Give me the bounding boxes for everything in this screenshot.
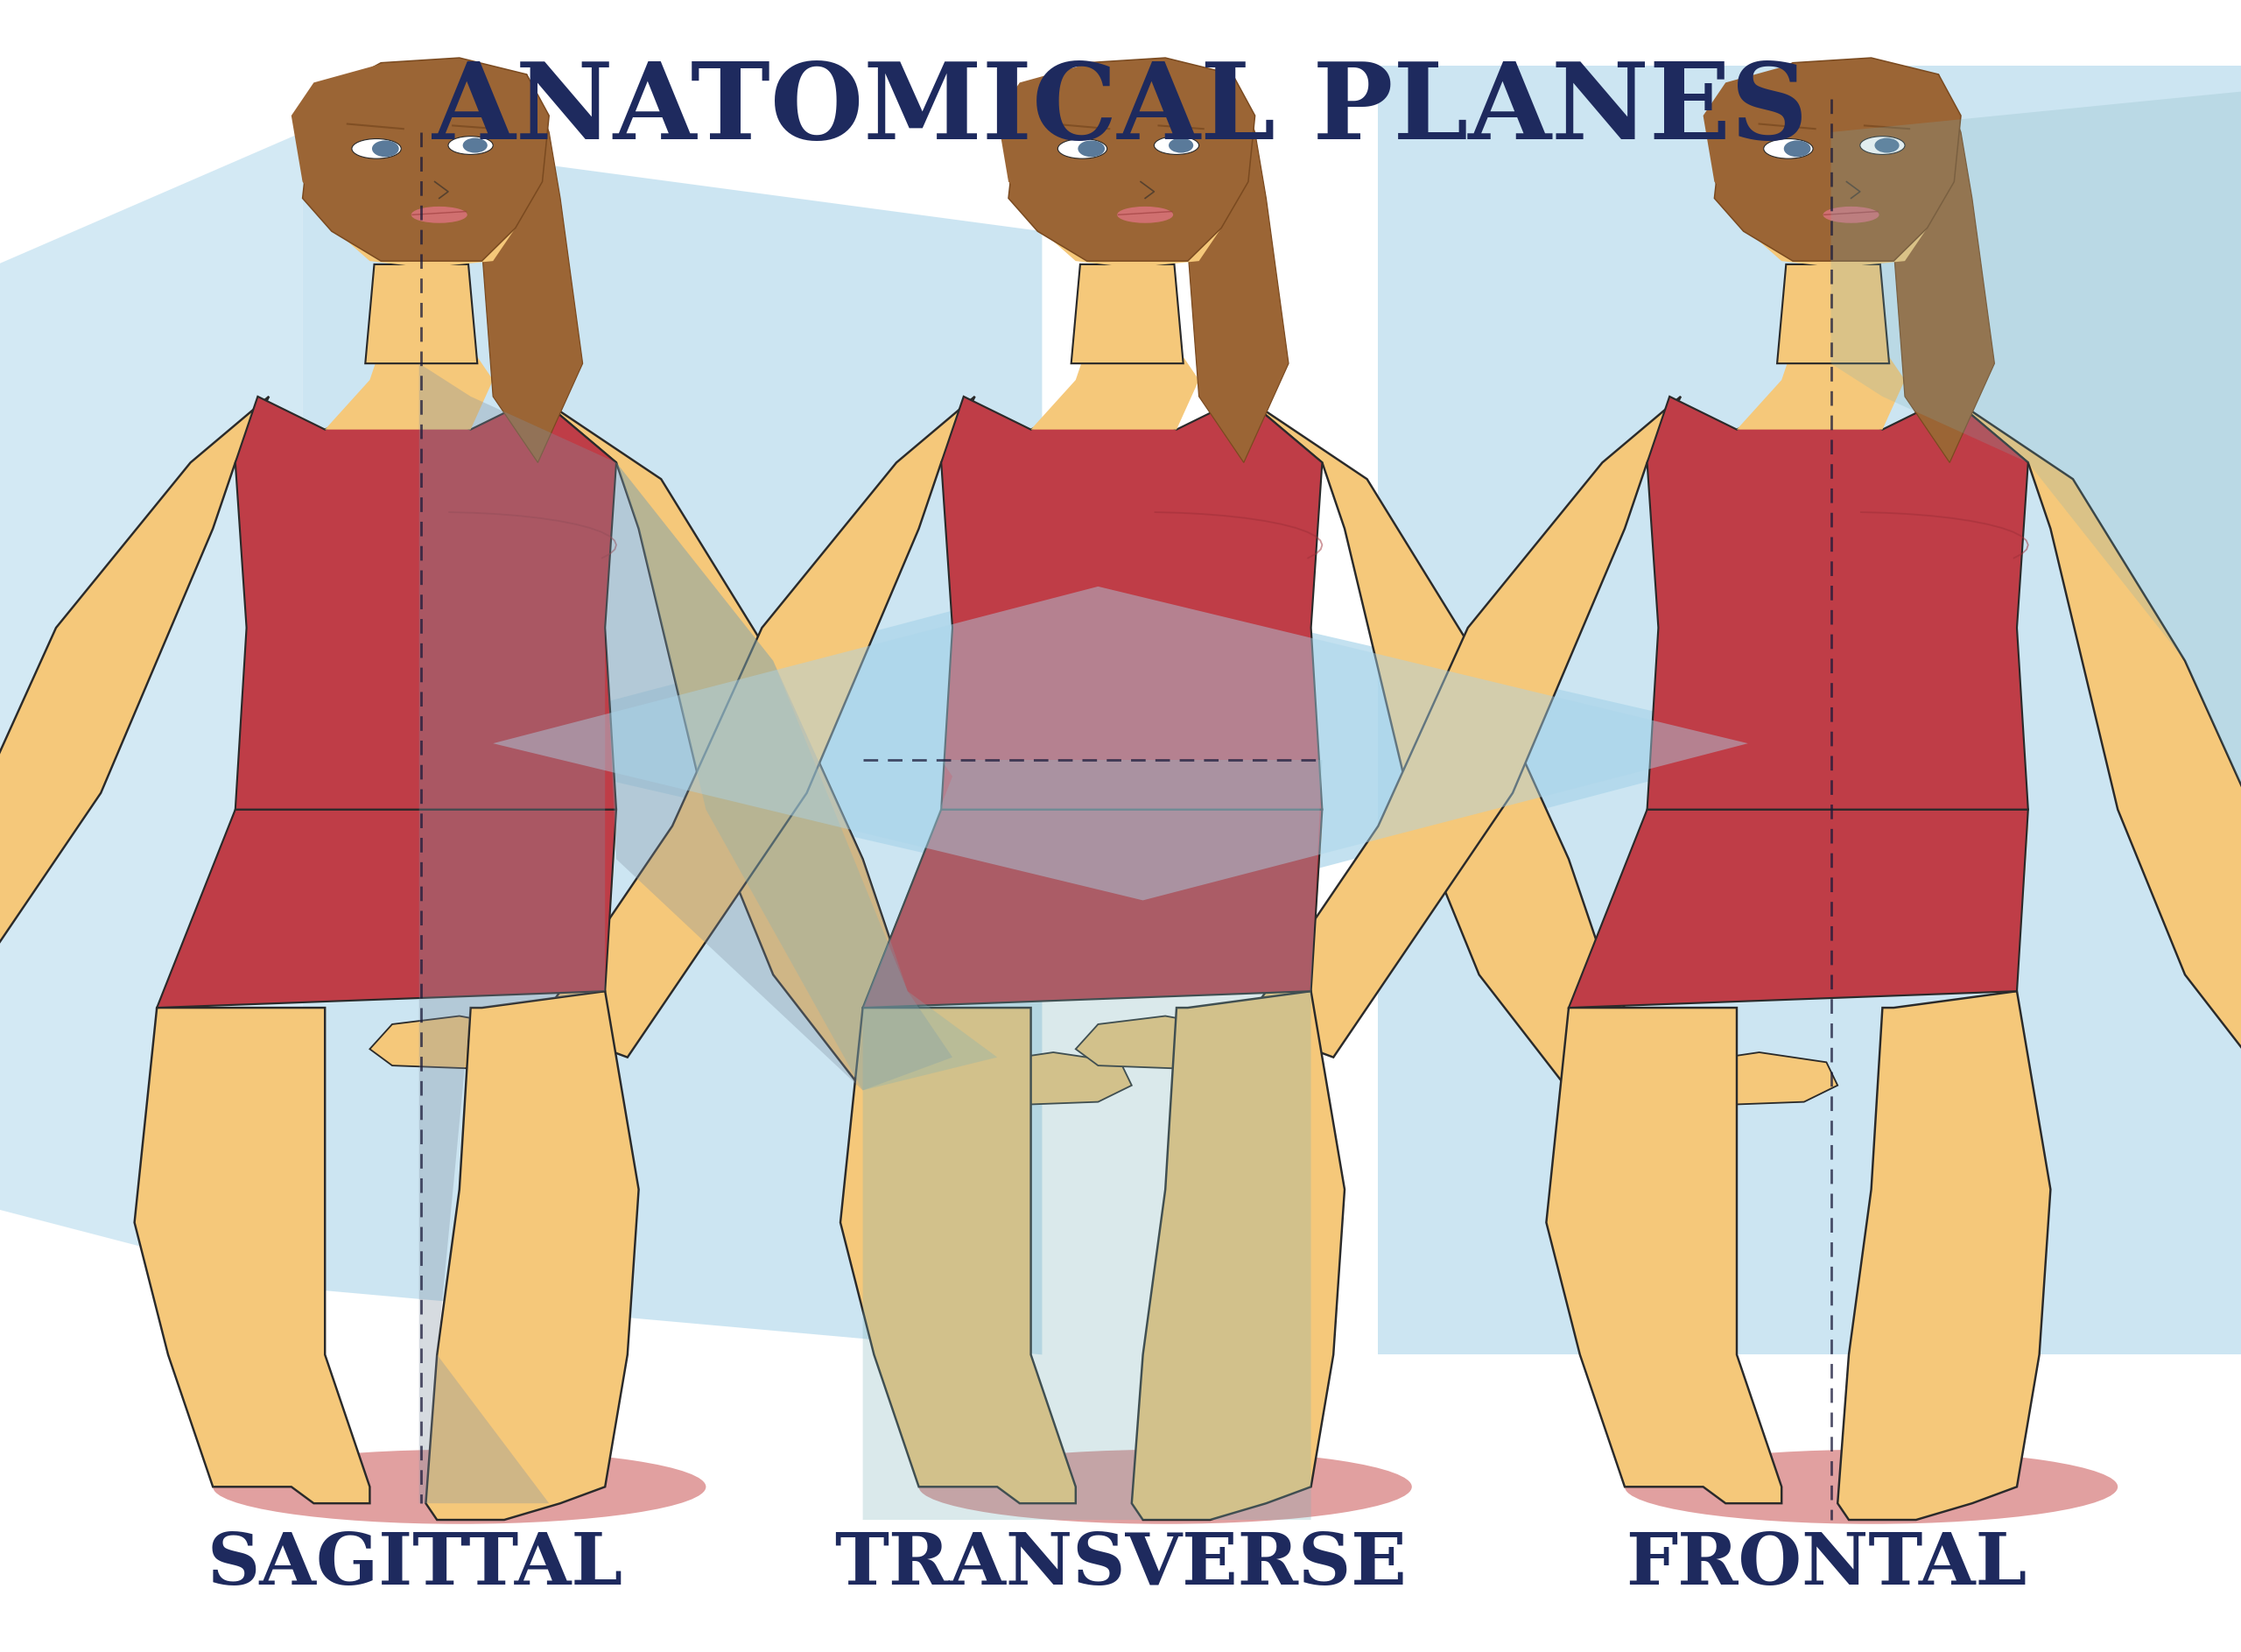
Ellipse shape — [1078, 140, 1105, 157]
Ellipse shape — [352, 139, 401, 159]
Polygon shape — [303, 58, 549, 261]
Polygon shape — [1838, 991, 2051, 1520]
Text: FRONTAL: FRONTAL — [1625, 1530, 2028, 1599]
Polygon shape — [1703, 63, 1804, 256]
Ellipse shape — [1154, 135, 1199, 155]
Polygon shape — [1636, 1052, 1838, 1105]
Ellipse shape — [1824, 206, 1878, 223]
Polygon shape — [1031, 330, 1199, 430]
Text: ANATOMICAL PLANES: ANATOMICAL PLANES — [433, 58, 1808, 162]
Polygon shape — [0, 396, 269, 1057]
Polygon shape — [1244, 396, 1681, 1057]
Ellipse shape — [1118, 206, 1174, 223]
Polygon shape — [1042, 228, 1221, 268]
Polygon shape — [336, 228, 515, 268]
Polygon shape — [426, 991, 639, 1520]
Polygon shape — [1071, 264, 1183, 363]
Polygon shape — [1546, 1008, 1782, 1503]
Polygon shape — [1244, 396, 1658, 1090]
Polygon shape — [482, 74, 583, 463]
Polygon shape — [448, 578, 1793, 909]
Ellipse shape — [1170, 137, 1194, 154]
Polygon shape — [1569, 628, 2028, 1008]
Ellipse shape — [464, 137, 489, 154]
Text: TRANSVERSE: TRANSVERSE — [834, 1530, 1407, 1599]
Polygon shape — [1132, 991, 1345, 1520]
Ellipse shape — [412, 206, 468, 223]
Polygon shape — [1188, 74, 1289, 463]
Polygon shape — [1378, 66, 2241, 1355]
Polygon shape — [1076, 1016, 1300, 1069]
Polygon shape — [303, 132, 1042, 1355]
Polygon shape — [134, 1008, 370, 1503]
Polygon shape — [538, 396, 975, 1057]
Ellipse shape — [1008, 69, 1255, 259]
Polygon shape — [419, 165, 952, 1503]
Polygon shape — [616, 463, 997, 1090]
Polygon shape — [493, 586, 1748, 900]
Polygon shape — [157, 809, 616, 1008]
Polygon shape — [325, 330, 493, 430]
Polygon shape — [235, 396, 616, 809]
Polygon shape — [1714, 58, 1961, 261]
Polygon shape — [1894, 74, 1994, 463]
Polygon shape — [1777, 264, 1889, 363]
Polygon shape — [863, 628, 1322, 1008]
Polygon shape — [930, 1052, 1132, 1105]
Ellipse shape — [1625, 1450, 2118, 1523]
Polygon shape — [1569, 809, 2028, 1008]
Polygon shape — [863, 760, 1322, 1520]
Polygon shape — [840, 1008, 1076, 1503]
Ellipse shape — [372, 140, 399, 157]
Polygon shape — [157, 628, 616, 1008]
Polygon shape — [941, 396, 1322, 809]
Polygon shape — [1647, 396, 2028, 809]
Ellipse shape — [303, 69, 549, 259]
Polygon shape — [997, 63, 1098, 256]
Polygon shape — [365, 264, 477, 363]
Ellipse shape — [919, 1450, 1412, 1523]
Polygon shape — [863, 809, 1322, 1008]
Polygon shape — [1748, 228, 1927, 268]
Polygon shape — [1737, 330, 1905, 430]
Ellipse shape — [1764, 139, 1813, 159]
Ellipse shape — [213, 1450, 706, 1523]
Polygon shape — [291, 63, 392, 256]
Ellipse shape — [1058, 139, 1107, 159]
Text: SAGITTAL: SAGITTAL — [206, 1530, 623, 1599]
Polygon shape — [1831, 66, 2241, 1082]
Ellipse shape — [448, 135, 493, 155]
Ellipse shape — [1714, 69, 1961, 259]
Polygon shape — [1950, 396, 2241, 1090]
Polygon shape — [370, 1016, 594, 1069]
Ellipse shape — [1873, 137, 1900, 154]
Polygon shape — [1008, 58, 1255, 261]
Polygon shape — [0, 132, 303, 1289]
Polygon shape — [538, 396, 952, 1090]
Ellipse shape — [1860, 135, 1905, 155]
Ellipse shape — [1784, 140, 1811, 157]
